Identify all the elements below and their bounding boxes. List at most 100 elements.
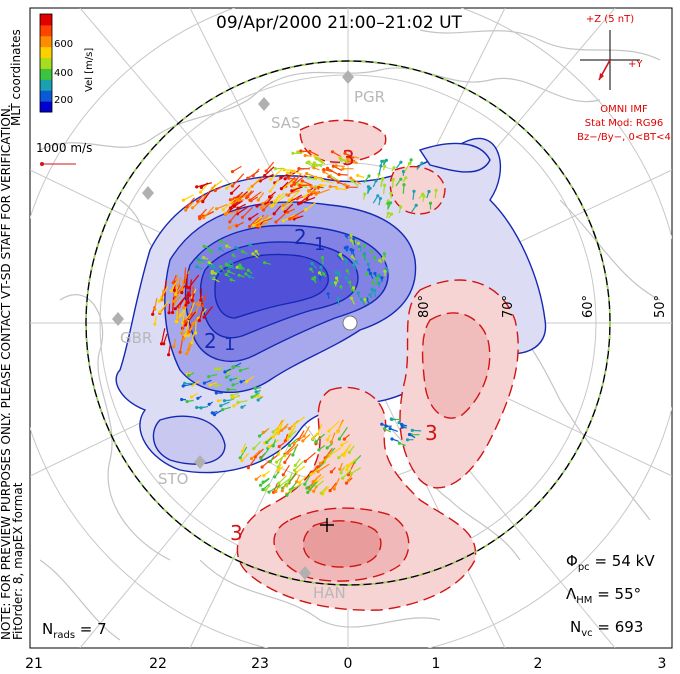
velocity-vector-origin	[250, 184, 254, 188]
velocity-vector-origin	[263, 261, 267, 265]
velocity-vector	[185, 311, 197, 326]
velocity-vector-origin	[362, 252, 367, 256]
velocity-vector-origin	[180, 291, 184, 295]
velocity-vector-origin	[356, 241, 360, 245]
velocity-vector	[273, 205, 282, 215]
velocity-vector-origin	[214, 367, 218, 371]
velocity-vector-origin	[330, 281, 334, 285]
velocity-vector-origin	[367, 174, 371, 178]
velocity-vector-origin	[378, 259, 382, 263]
mlt-tick-1: 1	[432, 656, 441, 672]
velocity-vector-origin	[249, 457, 254, 461]
velocity-vector-origin	[246, 466, 250, 470]
velocity-vector-origin	[291, 151, 295, 155]
velocity-vector-origin	[305, 161, 309, 165]
velocity-vector-origin	[167, 353, 171, 357]
velocity-vector	[342, 468, 353, 479]
velocity-vector	[183, 267, 187, 283]
velocity-vector	[284, 169, 296, 172]
velocity-vector-origin	[254, 390, 258, 394]
velocity-vector-origin	[183, 334, 187, 338]
velocity-vector	[347, 462, 355, 476]
velocity-vector-origin	[172, 288, 176, 292]
velocity-vector-origin	[175, 320, 179, 324]
imf-z-label: +Z (5 nT)	[586, 14, 634, 25]
velocity-vector-origin	[322, 168, 326, 172]
contour-label-pos-b: 3	[425, 421, 438, 445]
velocity-vector-origin	[317, 448, 321, 452]
velocity-vector-origin	[180, 287, 184, 291]
velocity-vector-origin	[246, 176, 250, 180]
station-pgr: PGR	[354, 88, 385, 106]
velocity-vector-origin	[196, 396, 200, 400]
velocity-vector-origin	[399, 177, 403, 181]
station-han: HAN	[313, 584, 346, 602]
velocity-vector-origin	[225, 375, 229, 379]
velocity-vector-origin	[222, 399, 227, 403]
velocity-vector	[280, 171, 293, 179]
velocity-vector	[201, 294, 207, 307]
velocity-vector-origin	[184, 208, 188, 212]
velocity-vector-origin	[305, 486, 309, 490]
velocity-vector	[203, 306, 214, 318]
velocity-vector	[274, 192, 285, 202]
velocity-vector-origin	[238, 369, 242, 373]
velocity-vector-origin	[389, 417, 393, 421]
colorbar-segment	[40, 35, 52, 48]
velocity-vector-origin	[171, 310, 175, 315]
velocity-vector-origin	[283, 460, 287, 464]
velocity-vector-origin	[232, 196, 237, 200]
stat-nvc: Nvc = 693	[570, 618, 643, 639]
velocity-vector-origin	[231, 383, 235, 387]
contour-label-neg-d: 1	[224, 334, 235, 355]
velocity-vector-origin	[257, 434, 262, 438]
velocity-vector-origin	[389, 201, 393, 205]
velocity-vector	[182, 308, 186, 324]
velocity-vector	[332, 151, 342, 158]
velocity-vector-origin	[200, 304, 204, 308]
velocity-vector-origin	[325, 166, 330, 170]
velocity-vector-origin	[378, 196, 382, 201]
contour-label-pos-a: 3	[342, 146, 355, 170]
velocity-vector-origin	[235, 224, 239, 228]
velocity-vector-origin	[337, 271, 341, 275]
velocity-vector-origin	[373, 271, 377, 276]
velocity-vector-origin	[239, 380, 243, 384]
velocity-vector-origin	[399, 160, 403, 164]
velocity-vector-origin	[268, 189, 272, 193]
velocity-vector-origin	[184, 303, 188, 307]
velocity-vector-origin	[297, 480, 302, 484]
velocity-vector-origin	[404, 176, 408, 180]
velocity-vector-origin	[263, 174, 267, 178]
velocity-vector	[229, 211, 239, 223]
velocity-vector-origin	[347, 478, 351, 483]
velocity-vector-origin	[180, 331, 184, 336]
velocity-vector-origin	[309, 192, 313, 196]
velocity-vector	[289, 210, 305, 220]
velocity-vector	[329, 482, 337, 491]
velocity-vector-origin	[167, 311, 171, 315]
colorbar-segment	[40, 46, 52, 59]
velocity-vector-origin	[238, 456, 242, 460]
velocity-vector	[305, 201, 317, 211]
velocity-vector-origin	[346, 473, 350, 477]
pole-marker	[342, 315, 358, 331]
velocity-vector-origin	[384, 424, 388, 428]
velocity-vector	[188, 301, 195, 318]
velocity-vector	[249, 212, 259, 220]
velocity-vector-origin	[374, 179, 378, 183]
velocity-vector-origin	[283, 177, 287, 181]
velocity-vector-origin	[251, 252, 255, 256]
velocity-vector	[346, 458, 357, 467]
colorbar-label: Vel [m/s]	[84, 48, 95, 92]
velocity-vector-origin	[357, 245, 361, 249]
velocity-vector-origin	[181, 384, 185, 388]
colorbar-segment	[40, 101, 52, 113]
velocity-vector	[328, 420, 340, 432]
velocity-vector-origin	[338, 253, 342, 257]
velocity-vector	[174, 296, 186, 310]
velocity-vector-origin	[281, 473, 285, 477]
velocity-vector-origin	[207, 375, 211, 379]
velocity-vector-origin	[281, 203, 285, 207]
colorbar-tick-400: 400	[54, 68, 73, 79]
